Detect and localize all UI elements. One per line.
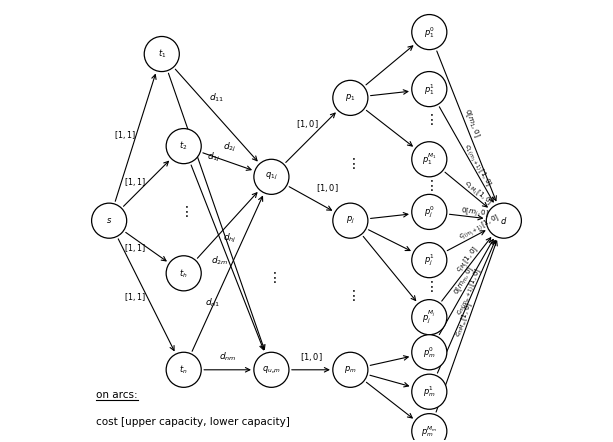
Circle shape <box>412 15 447 50</box>
Circle shape <box>412 194 447 229</box>
Text: $d_{hj}$: $d_{hj}$ <box>223 232 237 245</box>
Text: $p_1^1$: $p_1^1$ <box>424 82 435 96</box>
Circle shape <box>412 243 447 278</box>
Text: $\vdots$: $\vdots$ <box>424 112 434 127</box>
Circle shape <box>254 159 289 194</box>
Circle shape <box>412 335 447 370</box>
Text: $d_{nm}$: $d_{nm}$ <box>219 351 236 363</box>
Text: $[1,0]$: $[1,0]$ <box>316 183 339 194</box>
Text: $s$: $s$ <box>106 216 112 225</box>
Text: $0[m_j,0]$: $0[m_j,0]$ <box>460 206 490 220</box>
Text: $p_1$: $p_1$ <box>345 92 356 103</box>
Circle shape <box>412 142 447 177</box>
Circle shape <box>144 37 180 72</box>
Text: $d_{11}$: $d_{11}$ <box>209 92 224 104</box>
Text: $\vdots$: $\vdots$ <box>179 204 189 219</box>
Text: $\vdots$: $\vdots$ <box>346 288 355 303</box>
Circle shape <box>91 203 127 238</box>
Text: $[1,0]$: $[1,0]$ <box>295 118 319 130</box>
Text: $d_{2j}$: $d_{2j}$ <box>223 141 237 153</box>
Text: $d_{n1}$: $d_{n1}$ <box>205 297 220 309</box>
Text: $p_1^{M_1}$: $p_1^{M_1}$ <box>422 151 437 167</box>
Text: $p_m^1$: $p_m^1$ <box>423 384 436 399</box>
Circle shape <box>166 256 201 291</box>
Text: $c_{jM_j}[1,0]$: $c_{jM_j}[1,0]$ <box>454 244 482 276</box>
Text: $\vdots$: $\vdots$ <box>424 178 434 193</box>
Circle shape <box>486 203 522 238</box>
Circle shape <box>166 352 201 387</box>
Text: $t_2$: $t_2$ <box>180 140 188 152</box>
Circle shape <box>166 129 201 164</box>
Text: $c_{mM_m}[1,0]$: $c_{mM_m}[1,0]$ <box>454 301 476 339</box>
Text: $c_{1M_1}[1,0]$: $c_{1M_1}[1,0]$ <box>462 179 495 209</box>
Text: $d_{2m}$: $d_{2m}$ <box>211 255 229 267</box>
Text: $p_m^{M_m}$: $p_m^{M_m}$ <box>421 424 438 438</box>
Circle shape <box>412 414 447 442</box>
Circle shape <box>412 374 447 409</box>
Text: $\vdots$: $\vdots$ <box>424 279 434 294</box>
Circle shape <box>254 352 289 387</box>
Text: $p_j$: $p_j$ <box>346 215 355 226</box>
Text: $q_{1j}$: $q_{1j}$ <box>265 171 278 183</box>
Text: $[1,1]$: $[1,1]$ <box>124 242 147 254</box>
Text: $p_m^0$: $p_m^0$ <box>423 345 436 360</box>
Text: $[1,1]$: $[1,1]$ <box>124 176 147 188</box>
Text: $t_h$: $t_h$ <box>180 267 188 279</box>
Text: $\vdots$: $\vdots$ <box>267 270 276 285</box>
Text: $[1,0]$: $[1,0]$ <box>300 351 322 363</box>
Text: $p_j^0$: $p_j^0$ <box>424 204 435 220</box>
Text: $0[m_1,0]$: $0[m_1,0]$ <box>461 107 482 139</box>
Text: $t_1$: $t_1$ <box>158 48 166 60</box>
Text: $c_{1(m_1+1)}[1,0]$: $c_{1(m_1+1)}[1,0]$ <box>461 142 494 189</box>
Text: $c_{j(m_j+1)}[1,0]$: $c_{j(m_j+1)}[1,0]$ <box>457 212 503 244</box>
Text: $t_n$: $t_n$ <box>180 364 188 376</box>
Text: on arcs:: on arcs: <box>96 390 137 400</box>
Circle shape <box>412 72 447 107</box>
Text: $p_j^1$: $p_j^1$ <box>424 252 435 268</box>
Circle shape <box>333 80 368 115</box>
Text: $p_1^0$: $p_1^0$ <box>424 25 435 39</box>
Text: cost [upper capacity, lower capacity]: cost [upper capacity, lower capacity] <box>96 417 290 427</box>
Text: $[1,1]$: $[1,1]$ <box>113 129 135 141</box>
Text: $p_m$: $p_m$ <box>344 364 357 375</box>
Text: $[1,1]$: $[1,1]$ <box>124 291 147 303</box>
Text: $q_{u_nm}$: $q_{u_nm}$ <box>262 364 281 376</box>
Circle shape <box>333 203 368 238</box>
Text: $d$: $d$ <box>500 215 508 226</box>
Text: $0[m_m,0]$: $0[m_m,0]$ <box>452 264 478 297</box>
Text: $\vdots$: $\vdots$ <box>346 156 355 171</box>
Text: $c_{m(m_m+1)}[1,0]$: $c_{m(m_m+1)}[1,0]$ <box>454 266 484 317</box>
Circle shape <box>412 300 447 335</box>
Text: $d_{1j}$: $d_{1j}$ <box>207 151 220 164</box>
Circle shape <box>333 352 368 387</box>
Text: $p_j^{M_j}$: $p_j^{M_j}$ <box>422 309 436 326</box>
